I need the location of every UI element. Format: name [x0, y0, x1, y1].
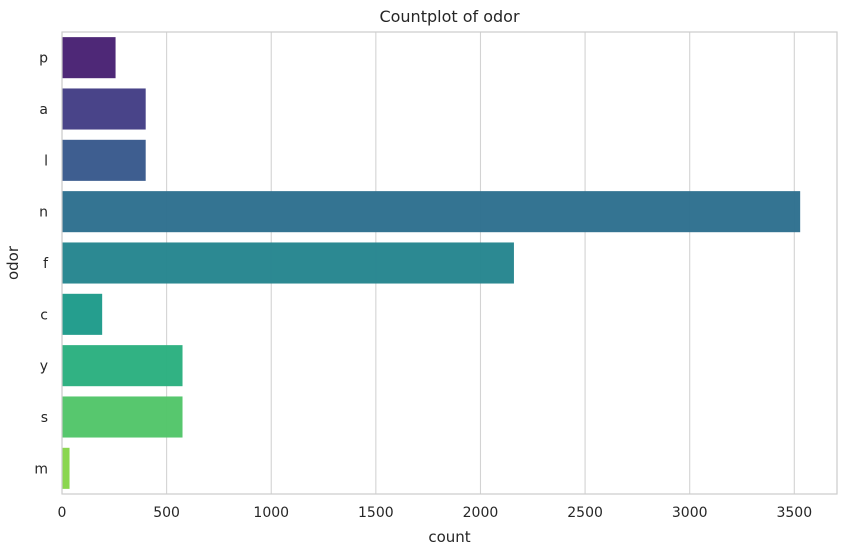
x-tick-labels: 0 500 1000 1500 2000 2500 3000 3500	[58, 505, 813, 521]
chart-title: Countplot of odor	[379, 7, 520, 26]
x-tick-label: 3000	[672, 505, 708, 521]
y-tick-label: l	[44, 153, 48, 169]
bar-s	[62, 396, 183, 438]
x-tick-label: 1500	[358, 505, 394, 521]
y-tick-label: a	[39, 102, 48, 118]
x-tick-label: 500	[153, 505, 180, 521]
x-tick-label: 2500	[567, 505, 603, 521]
y-axis-label: odor	[4, 245, 22, 280]
x-tick-label: 2000	[463, 505, 499, 521]
plot-frame	[61, 31, 838, 495]
bar-n	[62, 191, 801, 233]
bar-l	[62, 139, 146, 181]
y-tick-label: s	[41, 410, 48, 426]
x-tick-label: 3500	[776, 505, 812, 521]
x-tick-label: 1000	[253, 505, 289, 521]
y-tick-label: p	[39, 51, 48, 67]
y-tick-labels: p a l n f c y s m	[34, 51, 49, 478]
y-tick-label: y	[40, 359, 48, 375]
y-tick-label: m	[34, 461, 48, 477]
bar-m	[62, 447, 70, 489]
bar-f	[62, 242, 514, 284]
bar-y	[62, 345, 183, 387]
bar-c	[62, 293, 103, 335]
x-axis-label: count	[428, 528, 470, 546]
y-tick-label: f	[43, 256, 49, 272]
bars	[62, 37, 801, 489]
y-tick-label: n	[39, 205, 48, 221]
bar-p	[62, 37, 116, 79]
y-tick-label: c	[40, 307, 48, 323]
x-tick-label: 0	[58, 505, 67, 521]
bar-a	[62, 88, 146, 130]
